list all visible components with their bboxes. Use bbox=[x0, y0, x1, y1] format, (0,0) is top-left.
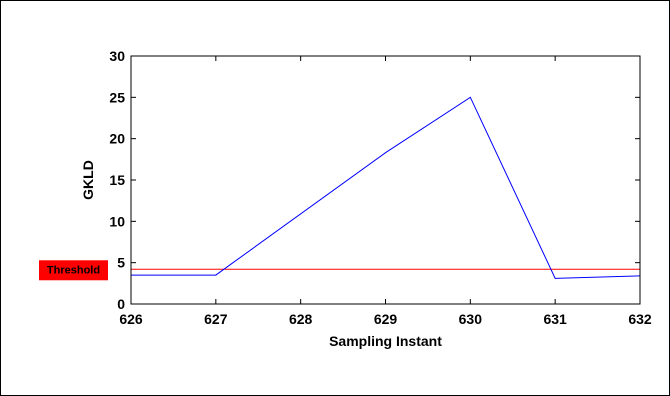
ticks-layer: 626 627 628 629 630 631 632 0 5 10 15 20 25 30 bbox=[109, 48, 651, 327]
y-tick-label: 15 bbox=[109, 172, 125, 188]
x-axis-label: Sampling Instant bbox=[329, 333, 442, 349]
y-tick-label: 20 bbox=[109, 131, 125, 147]
threshold-layer: Threshold bbox=[39, 260, 640, 281]
y-tick-label: 25 bbox=[109, 89, 125, 105]
y-tick-label: 30 bbox=[109, 48, 125, 64]
x-tick-label: 627 bbox=[204, 311, 228, 327]
x-tick-label: 626 bbox=[119, 311, 143, 327]
y-tick-label: 10 bbox=[109, 213, 125, 229]
x-tick-label: 631 bbox=[543, 311, 567, 327]
y-tick-label: 0 bbox=[117, 296, 125, 312]
series-layer bbox=[130, 96, 641, 279]
y-tick-label: 5 bbox=[117, 255, 125, 271]
series-point bbox=[215, 274, 217, 276]
series-point bbox=[554, 277, 556, 279]
plot-area-border bbox=[130, 55, 641, 305]
y-axis-label: GKLD bbox=[80, 160, 96, 200]
x-tick-label: 632 bbox=[628, 311, 652, 327]
series-point bbox=[385, 152, 386, 154]
x-tick-label: 628 bbox=[289, 311, 313, 327]
threshold-label-box bbox=[39, 260, 108, 281]
series-line bbox=[131, 96, 641, 279]
threshold-label: Threshold bbox=[47, 264, 100, 276]
x-tick-label: 630 bbox=[459, 311, 483, 327]
x-tick-label: 629 bbox=[374, 311, 398, 327]
series-point bbox=[469, 96, 471, 98]
